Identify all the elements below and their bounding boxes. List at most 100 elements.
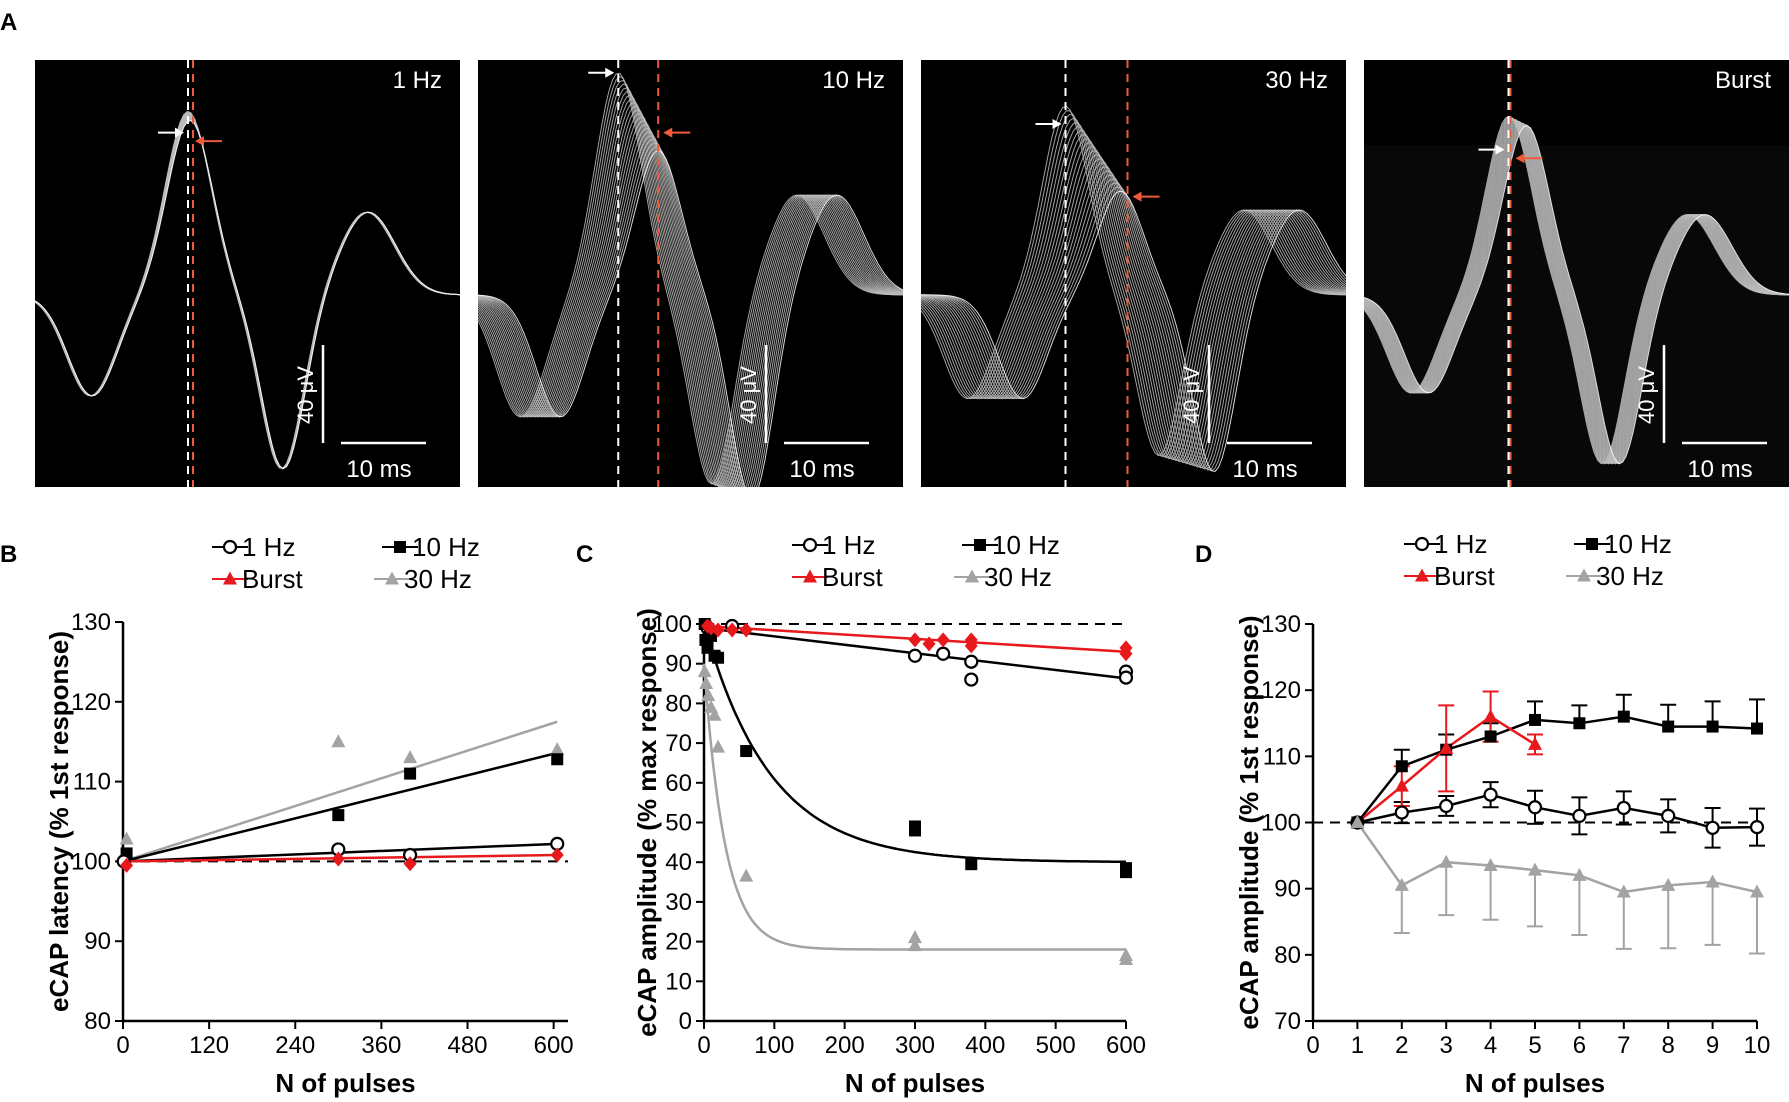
y-tick-label: 50 (665, 810, 692, 837)
trace-panel-background (921, 60, 1346, 487)
waveform (921, 126, 1346, 460)
point-30hz (1705, 874, 1720, 888)
waveform (478, 150, 903, 487)
trace-bundle (1364, 115, 1789, 465)
point-1hz (1527, 800, 1543, 815)
point-30hz (403, 750, 418, 764)
point-30hz (739, 868, 754, 882)
x-tick-label: 0 (116, 1032, 129, 1059)
point-30hz (1483, 858, 1498, 872)
y-tick-label: 0 (679, 1008, 692, 1035)
x-tick-label: 7 (1617, 1032, 1630, 1059)
white-arrow-head (605, 67, 615, 78)
waveform (921, 158, 1346, 466)
waveform (478, 79, 903, 486)
waveform (1364, 117, 1789, 465)
waveform (1364, 119, 1789, 465)
y-tick-label: 110 (73, 769, 111, 796)
trace-bundle (35, 110, 460, 470)
waveform (1364, 119, 1789, 465)
trace-panel-label: Burst (1715, 67, 1771, 94)
legend-label-30hz: 30 Hz (984, 562, 1052, 592)
legend-marker-burst (223, 571, 237, 585)
x-tick-label: 0 (697, 1032, 710, 1059)
point-30hz (1616, 884, 1631, 898)
chart-d: 70 80 90 100 110 120 130 0 1 2 3 4 5 6 7 8 9 10 N of pulse… (1234, 611, 1770, 1098)
point-10hz (1662, 720, 1675, 733)
waveform (921, 170, 1346, 469)
legend-label-30hz: 30 Hz (1596, 561, 1664, 591)
point-10hz (965, 858, 978, 871)
legend-label-1hz: 1 Hz (242, 532, 295, 562)
y-tick-label: 80 (84, 1008, 111, 1035)
x-tick-label: 3 (1440, 1032, 1453, 1059)
waveform (1364, 116, 1789, 465)
legend-marker-1hz (802, 537, 818, 553)
scale-label-time: 10 ms (1232, 456, 1297, 483)
waveform (921, 105, 1346, 457)
point-10hz (1573, 717, 1586, 730)
x-tick-label: 360 (361, 1032, 401, 1059)
point-burst (331, 851, 345, 867)
trace-panel-label: 30 Hz (1265, 67, 1328, 94)
point-10hz (1120, 866, 1132, 879)
point-10hz (740, 745, 753, 758)
point-1hz (1749, 820, 1765, 835)
red-arrow-head (1515, 153, 1525, 164)
waveform (1364, 121, 1789, 465)
x-tick-label: 1 (1351, 1032, 1364, 1059)
point-1hz (1705, 820, 1720, 835)
point-10hz (404, 767, 417, 780)
trace-panel-4: Burst 40 μV 10 ms (1364, 60, 1789, 487)
trace-panel-2: 10 Hz 40 μV 10 ms (478, 60, 903, 487)
y-tick-label: 30 (665, 889, 692, 916)
waveform (478, 87, 903, 487)
series-line-30hz (1356, 821, 1758, 894)
x-tick-label: 600 (1106, 1032, 1146, 1059)
y-tick-label: 80 (1274, 942, 1301, 969)
scale-label-voltage: 40 μV (1634, 366, 1659, 424)
y-axis-label: eCAP amplitude (% 1st response) (1234, 615, 1264, 1029)
trace-bundle (478, 72, 903, 487)
waveform (921, 178, 1346, 470)
trace-panel-background (35, 60, 460, 487)
point-30hz (711, 739, 726, 753)
y-tick-label: 90 (1274, 876, 1301, 903)
point-burst (1394, 778, 1409, 792)
point-30hz (908, 938, 922, 952)
point-burst (1483, 709, 1498, 723)
point-burst (1119, 646, 1133, 662)
point-30hz (331, 734, 346, 748)
point-1hz (1661, 808, 1676, 823)
point-burst (1439, 740, 1454, 754)
point-1hz (1394, 805, 1409, 820)
y-axis-label: eCAP latency (% 1st response) (44, 631, 74, 1012)
scale-label-voltage: 40 μV (1179, 366, 1204, 424)
waveform (921, 117, 1346, 459)
red-arrow-head (195, 136, 204, 147)
waveform (1364, 122, 1789, 465)
legend-marker-10hz (394, 541, 406, 553)
point-burst (908, 632, 922, 648)
waveform (1364, 124, 1789, 465)
series-line-10hz (1356, 715, 1758, 824)
point-burst (964, 638, 978, 654)
trace-panel-label: 1 Hz (393, 67, 442, 94)
waveform (1364, 124, 1789, 465)
series-line-1hz (1357, 793, 1758, 830)
point-burst (550, 847, 564, 863)
x-tick-label: 300 (895, 1032, 935, 1059)
waveform (1364, 124, 1789, 465)
trace-panel-background (478, 60, 903, 487)
point-30hz (1661, 877, 1676, 891)
waveform (478, 146, 903, 487)
y-tick-label: 60 (665, 770, 692, 797)
y-tick-label: 80 (665, 690, 692, 717)
waveform (478, 83, 903, 487)
point-10hz (1706, 720, 1719, 733)
x-axis-label: N of pulses (275, 1068, 415, 1098)
waveform (478, 94, 903, 487)
point-30hz (699, 676, 714, 690)
x-tick-label: 120 (189, 1032, 229, 1059)
